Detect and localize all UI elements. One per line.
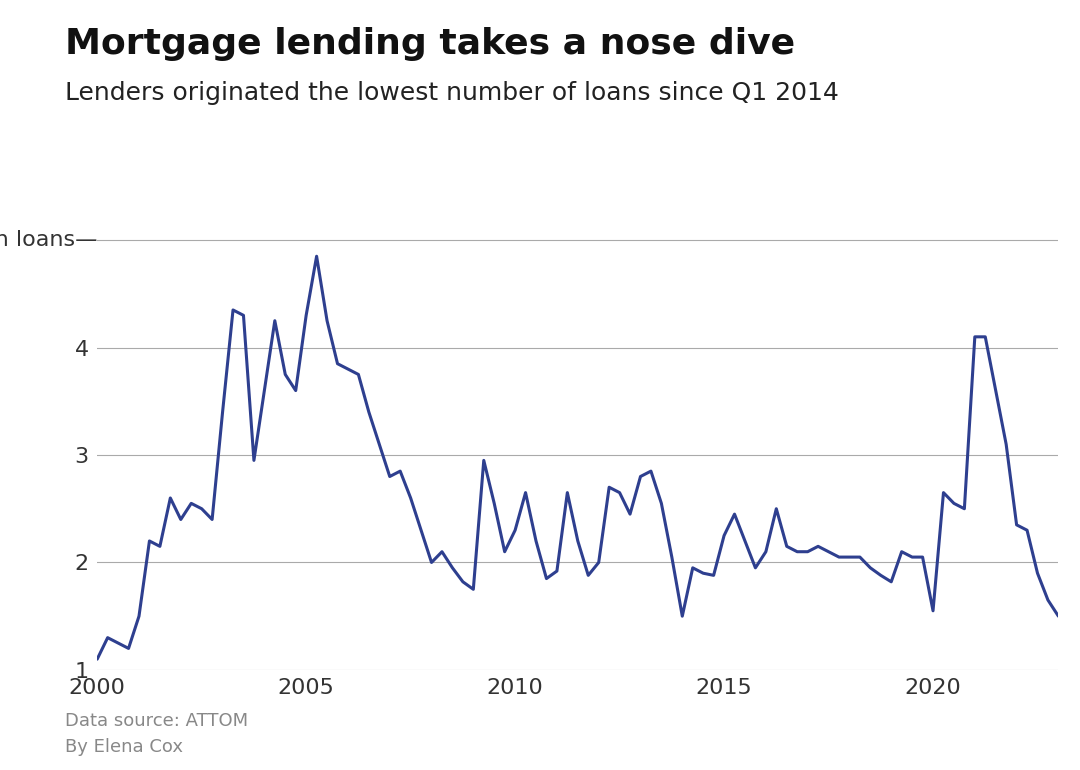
Text: Data source: ATTOM: Data source: ATTOM bbox=[65, 712, 248, 730]
Text: Mortgage lending takes a nose dive: Mortgage lending takes a nose dive bbox=[65, 27, 795, 61]
Text: Lenders originated the lowest number of loans since Q1 2014: Lenders originated the lowest number of … bbox=[65, 81, 839, 105]
Text: 5 million loans—: 5 million loans— bbox=[0, 230, 97, 250]
Text: By Elena Cox: By Elena Cox bbox=[65, 738, 183, 755]
